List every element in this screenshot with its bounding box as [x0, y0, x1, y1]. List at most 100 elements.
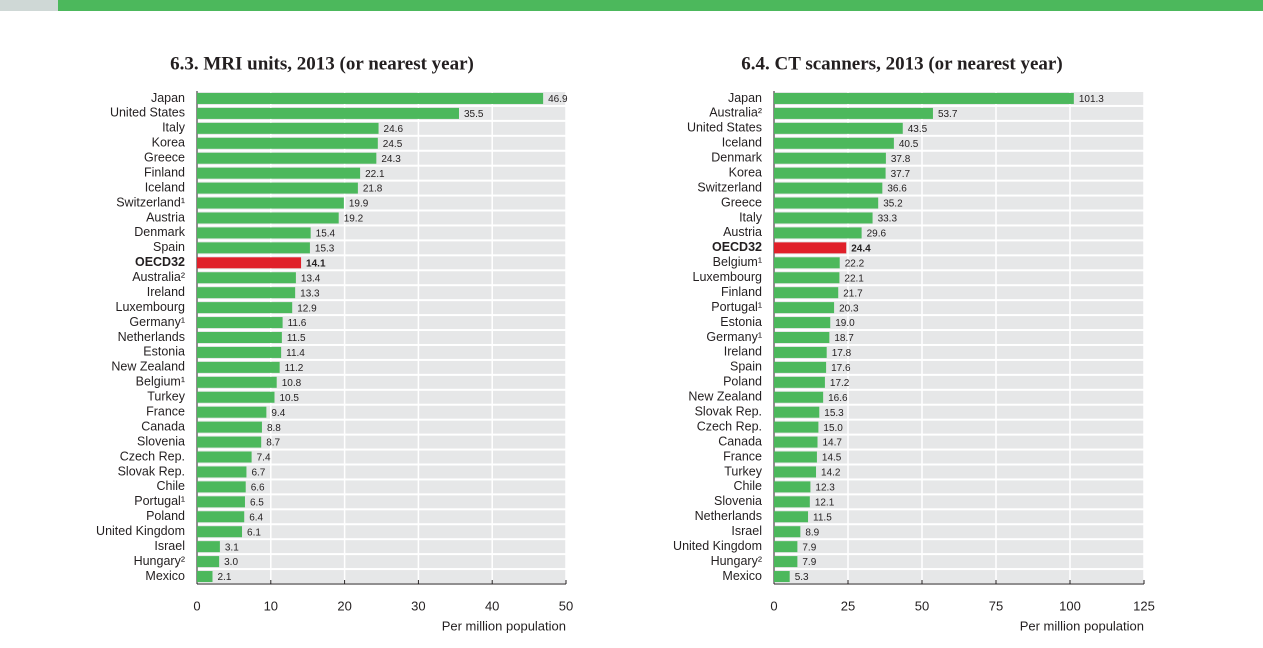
value-label: 14.2: [821, 468, 841, 479]
bar: [197, 302, 293, 314]
bar: [774, 571, 790, 583]
row-band: [774, 405, 1144, 419]
category-label: Finland: [144, 165, 185, 179]
bar: [774, 212, 873, 224]
category-label: Korea: [729, 165, 762, 179]
category-label: Netherlands: [118, 330, 185, 344]
value-label: 21.8: [363, 184, 383, 195]
bar: [774, 107, 933, 119]
bar: [774, 332, 830, 343]
bar: [774, 376, 825, 388]
row-band: [774, 480, 1144, 494]
bar: [774, 122, 903, 134]
bar: [197, 227, 311, 239]
bar: [197, 182, 358, 194]
category-label: Spain: [730, 360, 762, 374]
category-label: Estonia: [720, 315, 762, 329]
row-band: [197, 316, 566, 330]
bar: [774, 197, 879, 209]
bar: [197, 167, 361, 179]
bar: [197, 212, 339, 224]
value-label: 22.1: [844, 273, 864, 284]
bar: [197, 421, 262, 433]
bar: [197, 287, 296, 299]
category-label: Slovak Rep.: [118, 464, 185, 478]
x-tick-label: 40: [485, 598, 499, 613]
value-label: 22.1: [365, 169, 385, 180]
row-band: [197, 420, 566, 434]
bar: [774, 346, 827, 358]
row-band: [774, 256, 1144, 270]
category-label: New Zealand: [111, 360, 185, 374]
category-label: Italy: [739, 210, 763, 224]
x-tick-label: 125: [1133, 598, 1155, 613]
bar: [774, 421, 819, 433]
value-label: 6.7: [251, 468, 265, 479]
bar: [197, 481, 246, 493]
row-band: [197, 360, 566, 374]
bar: [197, 122, 379, 134]
x-tick-label: 10: [264, 598, 278, 613]
bar: [197, 451, 252, 463]
category-label: Switzerland: [697, 180, 762, 194]
bar: [197, 137, 378, 149]
category-label: France: [146, 404, 185, 418]
value-label: 12.1: [815, 497, 835, 508]
category-label: Israel: [731, 524, 762, 538]
category-label: Ireland: [724, 345, 762, 359]
value-label: 11.2: [285, 363, 304, 374]
bar: [197, 436, 262, 448]
row-band: [197, 450, 566, 464]
category-label: OECD32: [712, 240, 762, 254]
value-label: 20.3: [839, 303, 859, 314]
category-label: Greece: [721, 195, 762, 209]
value-label: 7.9: [802, 542, 816, 553]
value-label: 14.7: [823, 438, 843, 449]
chart-title: 6.4. CT scanners, 2013 (or nearest year): [741, 53, 1062, 74]
bar: [774, 361, 827, 373]
value-label: 35.5: [464, 109, 484, 120]
row-band: [197, 435, 566, 449]
row-band: [774, 420, 1144, 434]
category-label: Japan: [151, 91, 185, 105]
bar: [774, 137, 894, 149]
category-label: Czech Rep.: [697, 419, 762, 433]
value-label: 11.4: [286, 348, 305, 359]
bar: [774, 287, 839, 299]
chart-title: 6.3. MRI units, 2013 (or nearest year): [170, 53, 474, 74]
value-label: 46.9: [548, 94, 568, 105]
row-band: [774, 271, 1144, 285]
value-label: 14.1: [306, 258, 326, 269]
bar: [197, 541, 220, 553]
bar: [197, 197, 344, 209]
bar: [774, 167, 886, 179]
row-band: [774, 301, 1144, 315]
category-label: Italy: [162, 121, 186, 135]
bar: [774, 436, 818, 448]
value-label: 9.4: [271, 408, 285, 419]
value-label: 24.6: [384, 124, 404, 135]
bar: [774, 182, 883, 194]
row-band: [774, 510, 1144, 524]
bar: [197, 406, 267, 418]
category-label: United States: [687, 121, 762, 135]
row-band: [774, 331, 1144, 344]
category-label: Czech Rep.: [120, 449, 185, 463]
bar: [774, 152, 886, 164]
category-label: Turkey: [147, 390, 185, 404]
category-label: Spain: [153, 240, 185, 254]
bar: [197, 242, 310, 254]
value-label: 101.3: [1079, 94, 1104, 105]
category-label: Netherlands: [695, 509, 762, 523]
category-label: Slovenia: [137, 434, 185, 448]
row-band: [774, 495, 1144, 509]
category-label: Mexico: [145, 569, 185, 583]
value-label: 15.3: [315, 244, 335, 255]
value-label: 13.3: [300, 288, 320, 299]
value-label: 53.7: [938, 109, 958, 120]
value-label: 19.9: [349, 199, 369, 210]
value-label: 3.1: [225, 542, 239, 553]
value-label: 12.3: [815, 483, 835, 494]
value-label: 17.6: [831, 363, 851, 374]
category-label: Estonia: [143, 345, 185, 359]
